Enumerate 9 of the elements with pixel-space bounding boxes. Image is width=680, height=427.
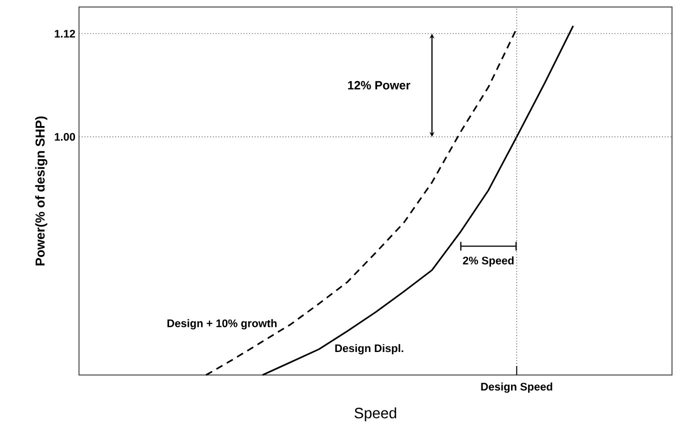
series-label: Design + 10% growth [167, 319, 277, 330]
text: Design Speed [481, 382, 552, 393]
y-axis-title: Power(% of design SHP) [35, 116, 48, 266]
annotation: 12% Power [348, 81, 410, 90]
series-label: Design Displ. [335, 344, 404, 354]
x-axis-title: Speed [354, 407, 396, 422]
annotation: 2% Speed [462, 256, 514, 267]
y-tick-label: 1.12 [54, 30, 76, 38]
y-tick-label: 1.00 [54, 132, 76, 141]
